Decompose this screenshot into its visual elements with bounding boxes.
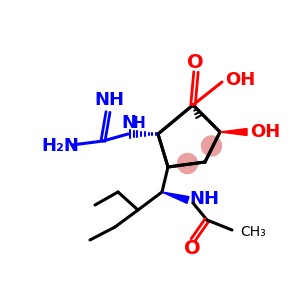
Polygon shape (162, 192, 189, 203)
Text: OH: OH (225, 71, 255, 89)
Text: O: O (184, 239, 200, 259)
Text: N: N (122, 114, 136, 132)
Text: H₂N: H₂N (41, 137, 79, 155)
Circle shape (202, 136, 221, 156)
Text: O: O (187, 53, 203, 73)
Text: OH: OH (250, 123, 280, 141)
Text: H: H (133, 116, 146, 130)
Circle shape (178, 154, 197, 173)
Text: CH₃: CH₃ (240, 225, 266, 239)
Text: NH: NH (189, 190, 219, 208)
Text: NH: NH (94, 91, 124, 109)
Polygon shape (220, 128, 247, 136)
